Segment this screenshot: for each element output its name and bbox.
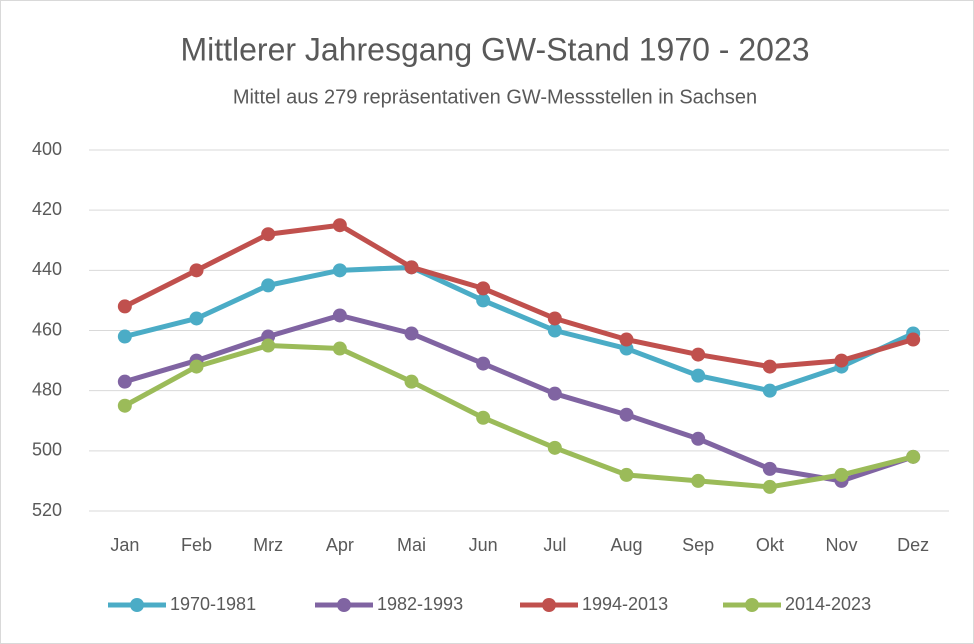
y-tick-label: 420 xyxy=(32,199,62,219)
x-tick-label: Mrz xyxy=(253,535,283,555)
marker xyxy=(404,326,419,341)
marker xyxy=(619,467,634,482)
marker xyxy=(189,311,204,326)
legend-marker xyxy=(745,598,759,612)
y-tick-label: 440 xyxy=(32,259,62,279)
marker xyxy=(762,461,777,476)
marker xyxy=(691,431,706,446)
legend-label: 2014-2023 xyxy=(785,594,871,614)
y-tick-label: 480 xyxy=(32,379,62,399)
y-tick-label: 460 xyxy=(32,319,62,339)
marker xyxy=(547,311,562,326)
marker xyxy=(117,398,132,413)
chart-title: Mittlerer Jahresgang GW-Stand 1970 - 202… xyxy=(180,31,809,67)
x-tick-label: Dez xyxy=(897,535,929,555)
marker xyxy=(261,278,276,293)
marker xyxy=(404,260,419,275)
marker xyxy=(691,368,706,383)
marker xyxy=(476,410,491,425)
marker xyxy=(691,347,706,362)
marker xyxy=(906,332,921,347)
line xyxy=(124,312,914,484)
y-tick-label: 400 xyxy=(32,139,62,159)
legend-label: 1994-2013 xyxy=(582,594,668,614)
marker xyxy=(261,338,276,353)
line xyxy=(124,264,915,394)
marker xyxy=(547,440,562,455)
marker xyxy=(189,263,204,278)
marker xyxy=(332,263,347,278)
x-tick-label: Apr xyxy=(326,535,354,555)
legend-label: 1982-1993 xyxy=(377,594,463,614)
marker xyxy=(332,308,347,323)
line xyxy=(123,222,914,370)
marker xyxy=(117,329,132,344)
marker xyxy=(547,386,562,401)
y-tick-label: 520 xyxy=(32,500,62,520)
marker xyxy=(404,374,419,389)
marker xyxy=(332,341,347,356)
marker xyxy=(261,227,276,242)
x-tick-label: Mai xyxy=(397,535,426,555)
marker xyxy=(476,356,491,371)
x-tick-label: Nov xyxy=(825,535,857,555)
legend-label: 1970-1981 xyxy=(170,594,256,614)
marker xyxy=(189,359,204,374)
marker xyxy=(691,473,706,488)
legend-marker xyxy=(337,598,351,612)
chart-subtitle: Mittel aus 279 repräsentativen GW-Messst… xyxy=(233,86,757,108)
line xyxy=(123,343,914,490)
marker xyxy=(762,479,777,494)
x-tick-label: Okt xyxy=(756,535,784,555)
marker xyxy=(547,323,562,338)
marker xyxy=(762,383,777,398)
marker xyxy=(476,293,491,308)
marker xyxy=(834,353,849,368)
marker xyxy=(762,359,777,374)
x-tick-label: Aug xyxy=(610,535,642,555)
legend-marker xyxy=(130,598,144,612)
marker xyxy=(619,407,634,422)
x-tick-label: Jan xyxy=(110,535,139,555)
x-tick-label: Sep xyxy=(682,535,714,555)
marker xyxy=(619,332,634,347)
marker xyxy=(834,467,849,482)
marker xyxy=(332,218,347,233)
marker xyxy=(117,374,132,389)
legend-marker xyxy=(542,598,556,612)
y-tick-label: 500 xyxy=(32,440,62,460)
marker xyxy=(117,299,132,314)
marker xyxy=(476,281,491,296)
marker xyxy=(906,449,921,464)
x-tick-label: Feb xyxy=(181,535,212,555)
x-tick-label: Jul xyxy=(543,535,566,555)
x-tick-label: Jun xyxy=(469,535,498,555)
